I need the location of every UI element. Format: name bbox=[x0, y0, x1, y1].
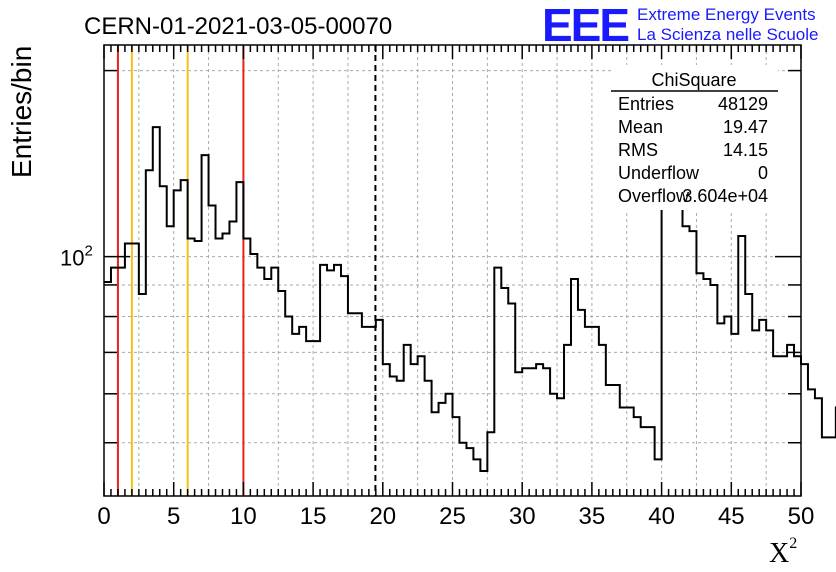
x-tick-label: 40 bbox=[648, 503, 675, 530]
y-tick-label: 102 bbox=[60, 243, 93, 271]
logo-letters: EEE bbox=[542, 0, 628, 51]
y-axis-label: Entries/bin bbox=[6, 46, 37, 178]
logo-line-1: Extreme Energy Events bbox=[637, 5, 816, 24]
stats-title: ChiSquare bbox=[651, 70, 736, 90]
chart-title: CERN-01-2021-03-05-00070 bbox=[84, 13, 392, 40]
x-tick-labels: 0 5 10 15 20 25 30 35 40 45 50 bbox=[97, 503, 814, 530]
stats-label-overflow: Overflow bbox=[618, 186, 690, 206]
stats-label-mean: Mean bbox=[618, 117, 663, 137]
stats-value-underflow: 0 bbox=[758, 163, 768, 183]
x-tick-label: 25 bbox=[439, 503, 466, 530]
x-axis-label-base: X bbox=[769, 538, 789, 569]
x-tick-label: 35 bbox=[579, 503, 606, 530]
y-tick-base: 10 bbox=[60, 246, 84, 271]
y-tick-exp: 2 bbox=[84, 243, 92, 260]
logo-line-2: La Scienza nelle Scuole bbox=[637, 25, 818, 44]
stats-box-background bbox=[611, 65, 778, 210]
stats-label-entries: Entries bbox=[618, 94, 674, 114]
x-tick-label: 5 bbox=[167, 503, 180, 530]
x-tick-label: 15 bbox=[300, 503, 327, 530]
stats-value-mean: 19.47 bbox=[723, 117, 768, 137]
x-axis-label-sup: 2 bbox=[789, 535, 797, 552]
stats-value-entries: 48129 bbox=[718, 94, 768, 114]
axis-ticks bbox=[103, 45, 802, 496]
stats-value-rms: 14.15 bbox=[723, 140, 768, 160]
x-tick-label: 0 bbox=[97, 503, 110, 530]
histogram-outline bbox=[104, 126, 836, 473]
stats-label-rms: RMS bbox=[618, 140, 658, 160]
eee-logo: EEE Extreme Energy Events La Scienza nel… bbox=[542, 0, 818, 51]
x-tick-label: 10 bbox=[230, 503, 257, 530]
x-tick-label: 20 bbox=[369, 503, 396, 530]
x-tick-label: 30 bbox=[509, 503, 536, 530]
x-tick-label: 45 bbox=[718, 503, 745, 530]
x-axis-label: X2 bbox=[769, 535, 797, 569]
stats-box: ChiSquare Entries 48129 Mean 19.47 RMS 1… bbox=[611, 65, 778, 210]
stats-value-overflow: 3.604e+04 bbox=[682, 186, 768, 206]
reference-lines bbox=[116, 45, 377, 496]
stats-label-underflow: Underflow bbox=[618, 163, 700, 183]
x-tick-label: 50 bbox=[788, 503, 815, 530]
